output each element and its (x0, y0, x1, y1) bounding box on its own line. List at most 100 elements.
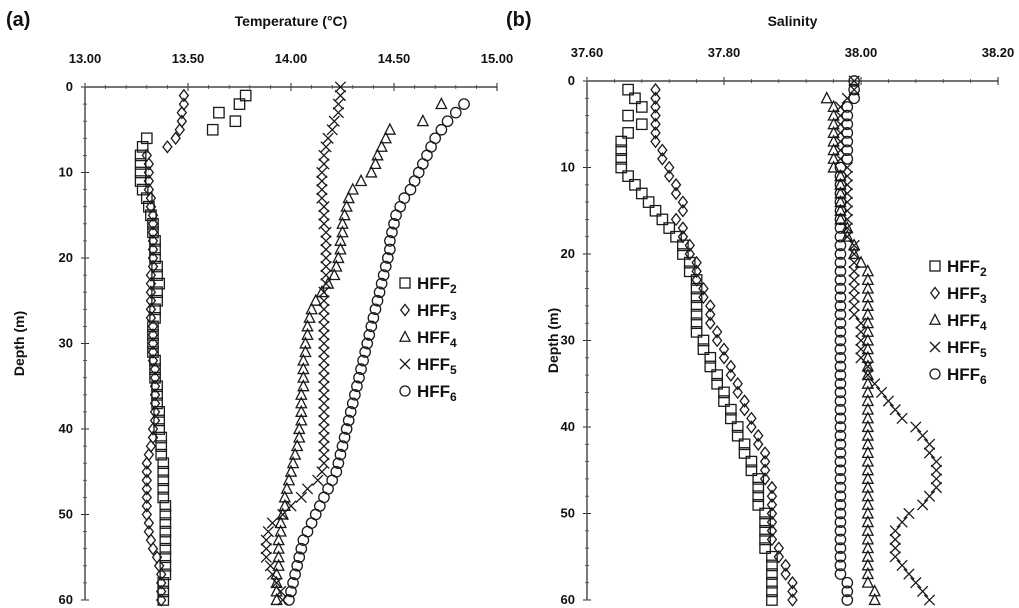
data-point (260, 543, 272, 555)
data-point (834, 186, 847, 199)
data-point (861, 558, 875, 571)
data-point (141, 490, 153, 505)
data-point (318, 295, 330, 307)
data-point (861, 324, 875, 337)
data-point (320, 243, 332, 256)
data-point (855, 317, 867, 329)
data-point (663, 160, 675, 175)
data-point (297, 379, 310, 392)
data-point (346, 397, 359, 410)
data-point (732, 376, 743, 391)
data-point (705, 299, 716, 313)
data-point (155, 584, 167, 599)
data-point (697, 343, 710, 356)
data-point (141, 482, 153, 496)
data-point (293, 551, 306, 564)
data-point (705, 316, 716, 330)
data-point (861, 489, 875, 502)
data-point (318, 337, 330, 350)
data-point (841, 585, 854, 598)
data-point (834, 550, 847, 563)
data-point (848, 282, 860, 295)
data-point (787, 593, 798, 607)
data-point (690, 317, 703, 330)
data-point (318, 218, 330, 230)
data-point (270, 592, 283, 606)
data-point (229, 115, 242, 128)
data-point (670, 178, 682, 192)
data-point (629, 178, 641, 191)
data-point (725, 359, 737, 374)
data-point (841, 135, 854, 148)
data-point (318, 397, 330, 410)
data-point (149, 303, 161, 316)
data-point (834, 170, 847, 182)
data-point (759, 542, 771, 554)
x-tick-label: 37.60 (571, 45, 604, 60)
x-tick-label: 37.80 (708, 45, 741, 60)
data-point (136, 183, 149, 196)
data-point (861, 350, 875, 363)
data-point (338, 431, 351, 444)
data-point (174, 122, 186, 137)
data-point (134, 149, 147, 162)
x-tick-label: 14.00 (275, 51, 308, 66)
data-point (766, 489, 778, 503)
data-point (759, 516, 771, 529)
data-point (239, 89, 252, 102)
data-point (834, 524, 847, 537)
data-point (868, 584, 881, 597)
legend-label-subscript: 3 (450, 309, 457, 323)
data-point (848, 308, 860, 321)
data-point (213, 106, 225, 119)
data-point (861, 419, 875, 433)
data-point (861, 264, 875, 277)
data-point (711, 377, 724, 390)
legend-label: HFF5 (417, 355, 457, 377)
data-point (861, 316, 875, 329)
data-point (332, 250, 345, 264)
data-point (134, 158, 147, 170)
data-point (766, 576, 778, 589)
data-point (903, 568, 915, 580)
data-point (149, 388, 161, 402)
data-point (766, 515, 778, 529)
x-axis-title: Temperature (°C) (235, 13, 348, 29)
data-point (841, 144, 854, 157)
data-point (318, 320, 330, 333)
data-point (143, 157, 155, 171)
data-point (787, 575, 798, 590)
legend-label-prefix: HFF (417, 328, 450, 347)
data-point (285, 585, 297, 598)
data-point (650, 91, 661, 106)
data-point (834, 542, 847, 554)
data-point (847, 246, 861, 260)
data-point (848, 274, 860, 286)
data-point (320, 269, 332, 281)
data-point (889, 404, 901, 416)
legend-label-subscript: 4 (980, 319, 987, 333)
data-point (316, 183, 328, 196)
legend-label: HFF6 (947, 365, 987, 387)
data-point (318, 158, 330, 170)
data-point (725, 368, 737, 382)
x-tick-label: 38.00 (845, 45, 878, 60)
data-point (670, 230, 682, 243)
data-point (178, 88, 190, 103)
data-point (277, 508, 289, 521)
legend-label-subscript: 6 (450, 390, 457, 404)
data-point (848, 75, 861, 87)
data-point (458, 98, 470, 110)
data-point (159, 534, 172, 547)
data-point (766, 532, 778, 547)
data-point (318, 354, 330, 367)
legend-marker (929, 286, 941, 300)
data-point (287, 577, 299, 589)
data-point (861, 402, 875, 415)
data-point (657, 152, 668, 166)
data-point (278, 490, 292, 503)
legend-label-prefix: HFF (417, 382, 450, 401)
data-point (827, 134, 840, 147)
data-point (889, 533, 901, 546)
data-point (157, 457, 170, 470)
